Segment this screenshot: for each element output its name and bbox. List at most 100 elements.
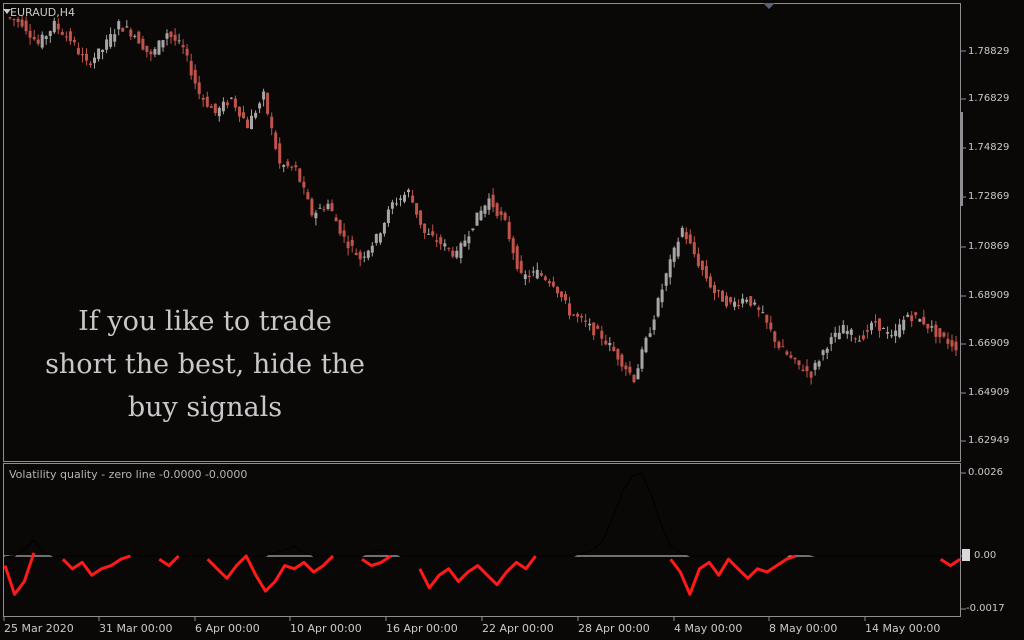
candle-body: [821, 350, 825, 355]
candle-body: [608, 343, 612, 346]
candle-body: [825, 348, 829, 353]
candle-body: [125, 26, 129, 28]
candle-body: [459, 243, 463, 259]
candle-body: [242, 112, 245, 119]
candle-body: [378, 233, 382, 243]
candle-body: [455, 250, 459, 258]
candle-body: [592, 322, 596, 336]
candle-body: [576, 313, 580, 317]
candle-body: [117, 21, 121, 30]
candle-body: [238, 106, 241, 117]
sell-signal-line: [418, 555, 537, 590]
candle-body: [519, 260, 523, 273]
candle-body: [16, 18, 20, 22]
candle-body: [326, 203, 330, 209]
candle-body: [829, 337, 833, 345]
candle-body: [648, 333, 652, 337]
candle-body: [149, 51, 153, 55]
candle-body: [205, 96, 209, 107]
candle-body: [439, 237, 443, 245]
candle-body: [628, 366, 632, 373]
price-chart-pane[interactable]: [3, 3, 961, 462]
sell-signal-line: [939, 557, 961, 568]
candle-body: [419, 210, 423, 225]
candle-body: [76, 47, 80, 55]
candle-body: [696, 253, 700, 267]
candle-body: [865, 330, 869, 332]
candle-body: [564, 294, 567, 301]
candle-body: [374, 234, 378, 243]
candle-body: [145, 45, 149, 52]
time-tick-label: 25 Mar 2020: [4, 622, 74, 635]
candle-body: [664, 273, 668, 286]
candle-body: [213, 103, 217, 113]
candle-body: [403, 194, 406, 202]
sell-signal-line: [206, 554, 335, 593]
candle-body: [68, 31, 72, 42]
candle-body: [52, 20, 56, 33]
candle-body: [926, 323, 930, 329]
candle-body: [306, 192, 310, 200]
candle-body: [101, 49, 105, 53]
candle-body: [676, 241, 680, 257]
candle-body: [36, 39, 40, 44]
candle-body: [350, 239, 354, 246]
candle-body: [785, 351, 789, 355]
indicator-zero-label: 0.00: [974, 550, 997, 561]
candle-body: [672, 247, 676, 262]
candle-body: [833, 332, 837, 337]
candle-body: [507, 221, 511, 240]
candle-body: [946, 338, 950, 344]
candle-body: [266, 92, 270, 114]
sell-signal-line: [361, 554, 392, 568]
candle-body: [48, 31, 52, 36]
price-scale-handle[interactable]: [960, 112, 963, 206]
candle-body: [717, 290, 720, 292]
price-tick-label: 1.78829: [968, 46, 1010, 57]
candle-body: [954, 341, 958, 351]
sell-signal-line: [3, 552, 36, 596]
candle-body: [753, 302, 757, 305]
candle-body: [346, 241, 350, 249]
candle-body: [471, 228, 475, 231]
candle-body: [322, 209, 326, 211]
candle-body: [366, 250, 370, 258]
candle-body: [181, 45, 185, 48]
candle-body: [330, 203, 334, 211]
candle-body: [857, 340, 861, 342]
candle-body: [781, 346, 785, 348]
indicator-tick-label: -0.0017: [966, 603, 1005, 614]
candle-body: [338, 220, 342, 234]
candle-body: [861, 335, 865, 340]
candle-body: [60, 32, 64, 35]
sell-signal-line: [61, 554, 131, 577]
candle-body: [250, 115, 253, 130]
candle-body: [382, 222, 386, 234]
candle-body: [298, 168, 302, 182]
candle-body: [817, 361, 821, 367]
chart-shift-marker-icon[interactable]: [763, 3, 775, 9]
candle-body: [680, 227, 684, 237]
candle-body: [137, 31, 141, 44]
candle-body: [423, 223, 427, 233]
candle-body: [616, 349, 620, 360]
candle-body: [704, 266, 708, 279]
candle-body: [809, 371, 813, 378]
candle-body: [463, 240, 467, 247]
candle-body: [713, 285, 716, 294]
candle-body: [177, 40, 181, 42]
indicator-pane[interactable]: [3, 463, 961, 617]
candle-body: [882, 328, 885, 329]
candle-body: [572, 314, 576, 316]
candle-body: [129, 29, 133, 37]
candle-body: [503, 212, 507, 220]
candle-body: [640, 349, 644, 369]
candle-body: [765, 314, 769, 323]
candle-body: [849, 329, 853, 335]
candle-body: [890, 335, 894, 337]
candle-body: [40, 34, 44, 48]
candle-body: [620, 354, 624, 367]
symbol-dropdown-icon[interactable]: [3, 9, 11, 14]
candle-body: [700, 260, 704, 270]
candle-body: [934, 324, 938, 337]
